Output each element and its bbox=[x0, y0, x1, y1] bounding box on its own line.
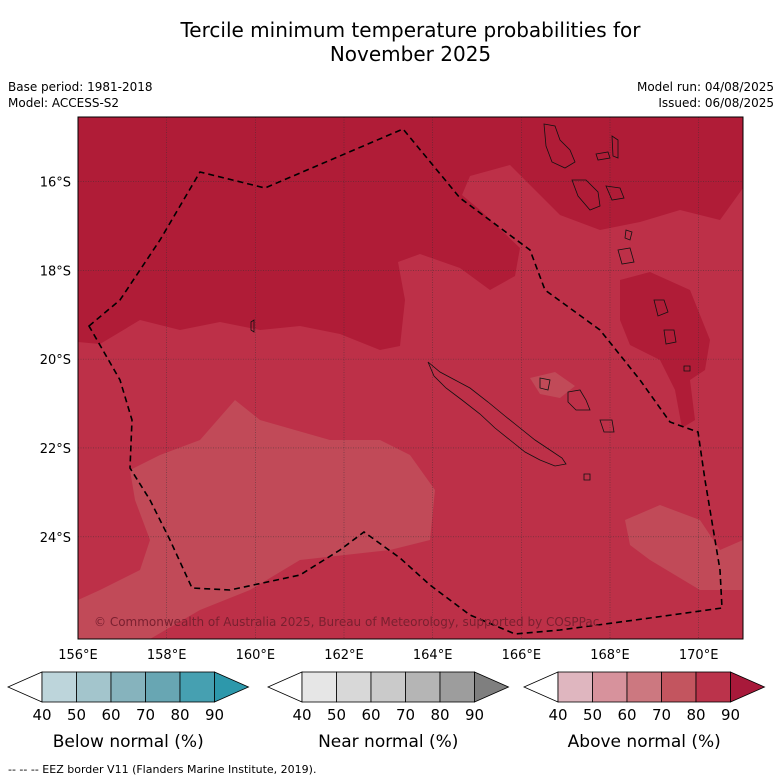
loyalty-islands-coastline bbox=[539, 377, 551, 391]
legend-extend-high bbox=[214, 671, 250, 703]
legend-tick: 70 bbox=[136, 706, 155, 724]
legend-near: 40 50 60 70 80 90 Near normal (%) bbox=[267, 671, 510, 752]
legend-title: Near normal (%) bbox=[318, 732, 458, 752]
legend-swatch bbox=[110, 671, 146, 703]
island-east-1 bbox=[653, 299, 669, 317]
lat-label: 20°S bbox=[40, 353, 71, 368]
chesterfield-reef bbox=[250, 319, 255, 333]
vanuatu-efate-coastline bbox=[605, 185, 625, 201]
legend-swatch bbox=[557, 671, 593, 703]
legend-title: Above normal (%) bbox=[568, 732, 721, 752]
legend-swatch bbox=[41, 671, 77, 703]
legend-tick: 60 bbox=[101, 706, 120, 724]
lat-label: 24°S bbox=[40, 531, 71, 546]
lon-label: 170°E bbox=[679, 648, 719, 663]
probability-field bbox=[78, 117, 743, 639]
vanuatu-ambae-coastline bbox=[595, 151, 611, 161]
title-line-2: November 2025 bbox=[329, 42, 492, 66]
vanuatu-tanna-coastline bbox=[624, 229, 633, 241]
field-above-70 bbox=[78, 400, 435, 639]
legend-tick: 40 bbox=[32, 706, 51, 724]
copyright-text: © Commonwealth of Australia 2025, Bureau… bbox=[94, 615, 599, 629]
vanuatu-espiritu-coastline bbox=[543, 123, 576, 169]
legend-extend-low bbox=[267, 671, 303, 703]
vanuatu-erromango-coastline bbox=[617, 247, 635, 265]
model-name: Model: ACCESS-S2 bbox=[8, 96, 120, 110]
vanuatu-maewo-coastline bbox=[611, 135, 619, 159]
legend-tick: 40 bbox=[548, 706, 567, 724]
isle-of-pines-coastline bbox=[583, 473, 591, 481]
legend-tick: 50 bbox=[67, 706, 86, 724]
vanuatu-malakula-coastline bbox=[571, 179, 601, 211]
legend-swatch bbox=[336, 671, 372, 703]
legend-swatch bbox=[370, 671, 406, 703]
legend-tick: 90 bbox=[465, 706, 484, 724]
legend-extend-low bbox=[7, 671, 43, 703]
legend-title: Below normal (%) bbox=[53, 732, 204, 752]
lon-axis-labels: 156°E 158°E 160°E 162°E 164°E 166°E 168°E 170°E bbox=[58, 648, 718, 663]
mare-coastline bbox=[599, 419, 615, 433]
map-title: Tercile minimum temperature probabilitie… bbox=[0, 18, 781, 66]
lat-axis-labels: 16°S 18°S 20°S 22°S 24°S bbox=[40, 175, 71, 545]
lon-label: 162°E bbox=[324, 648, 364, 663]
lon-label: 164°E bbox=[413, 648, 453, 663]
coastlines bbox=[250, 123, 691, 481]
legend-tick: 60 bbox=[617, 706, 636, 724]
island-east-3 bbox=[683, 365, 691, 372]
lat-label: 18°S bbox=[40, 264, 71, 279]
lat-label: 16°S bbox=[40, 175, 71, 190]
lon-label: 158°E bbox=[147, 648, 187, 663]
island-east-2 bbox=[663, 329, 677, 345]
lon-label: 168°E bbox=[590, 648, 630, 663]
legend-swatch bbox=[301, 671, 337, 703]
meta-left: Base period: 1981-2018 Model: ACCESS-S2 bbox=[8, 79, 153, 111]
eez-border bbox=[87, 128, 723, 635]
title-line-1: Tercile minimum temperature probabilitie… bbox=[180, 18, 641, 42]
legend-swatch bbox=[405, 671, 441, 703]
legend-tick: 80 bbox=[430, 706, 449, 724]
legend-tick: 80 bbox=[170, 706, 189, 724]
legend-swatch bbox=[626, 671, 662, 703]
legend-tick: 60 bbox=[361, 706, 380, 724]
issued-date: Issued: 06/08/2025 bbox=[658, 96, 774, 110]
map-frame bbox=[77, 116, 744, 640]
legend-tick: 50 bbox=[583, 706, 602, 724]
legend-extend-high bbox=[730, 671, 766, 703]
legend-extend-high bbox=[474, 671, 510, 703]
base-period: Base period: 1981-2018 bbox=[8, 80, 153, 94]
lat-label: 22°S bbox=[40, 442, 71, 457]
new-caledonia-coastline bbox=[427, 361, 567, 467]
legend-tick: 80 bbox=[686, 706, 705, 724]
legend-swatch bbox=[439, 671, 475, 703]
legend-tick: 70 bbox=[396, 706, 415, 724]
field-above-70-se bbox=[625, 505, 743, 590]
legend-swatch bbox=[179, 671, 215, 703]
legend-tick: 90 bbox=[205, 706, 224, 724]
legend-tick: 70 bbox=[652, 706, 671, 724]
legend-swatch bbox=[695, 671, 731, 703]
field-above-90-patch bbox=[620, 272, 710, 428]
model-run: Model run: 04/08/2025 bbox=[636, 80, 774, 94]
legend-swatch bbox=[661, 671, 697, 703]
lon-label: 166°E bbox=[502, 648, 542, 663]
meta-right: Model run: 04/08/2025 Issued: 06/08/2025 bbox=[637, 79, 774, 111]
legend-extend-low bbox=[523, 671, 559, 703]
legend-tick: 40 bbox=[292, 706, 311, 724]
legend-swatch bbox=[76, 671, 112, 703]
legend-swatch bbox=[145, 671, 181, 703]
lon-label: 156°E bbox=[58, 648, 98, 663]
legend-swatch bbox=[592, 671, 628, 703]
lon-label: 160°E bbox=[236, 648, 276, 663]
lifou-coastline bbox=[567, 389, 591, 411]
legend-tick: 50 bbox=[327, 706, 346, 724]
legend-tick: 90 bbox=[721, 706, 740, 724]
eez-footnote: -- -- -- EEZ border V11 (Flanders Marine… bbox=[8, 763, 317, 776]
